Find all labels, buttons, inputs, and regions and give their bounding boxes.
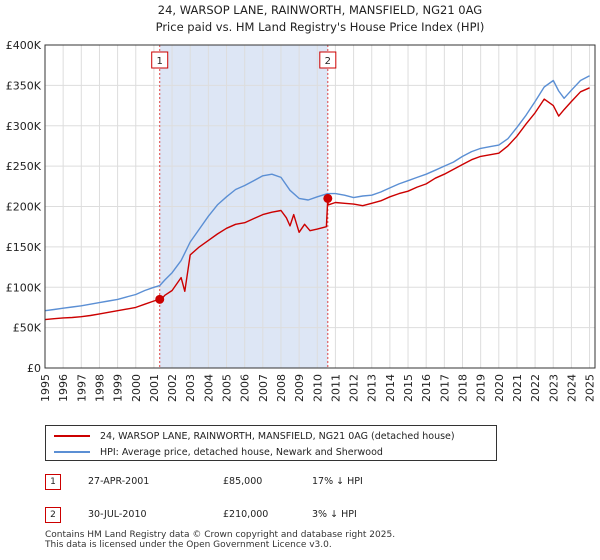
x-tick-label: 2008 <box>275 374 288 402</box>
sale-marker-number: 1 <box>157 56 163 67</box>
legend-entry-property: 24, WARSOP LANE, RAINWORTH, MANSFIELD, N… <box>54 428 455 444</box>
x-tick-label: 2006 <box>239 374 252 402</box>
x-tick-label: 2023 <box>547 374 560 402</box>
chart-legend: 24, WARSOP LANE, RAINWORTH, MANSFIELD, N… <box>45 425 497 461</box>
chart-subtitle: Price paid vs. HM Land Registry's House … <box>156 20 485 34</box>
price-chart: 24, WARSOP LANE, RAINWORTH, MANSFIELD, N… <box>6 3 597 402</box>
x-tick-label: 2014 <box>384 374 397 402</box>
legend-line-property <box>54 435 90 437</box>
x-tick-label: 2016 <box>420 374 433 402</box>
x-tick-label: 2011 <box>329 374 342 402</box>
x-tick-label: 1996 <box>57 374 70 402</box>
price-paid-line <box>44 87 590 321</box>
sale-row: 1 27-APR-2001 £85,000 17% ↓ HPI <box>45 474 465 492</box>
sale-row: 2 30-JUL-2010 £210,000 3% ↓ HPI <box>45 507 465 525</box>
sale-marker-box <box>319 51 337 69</box>
sale-price: £85,000 <box>223 476 263 487</box>
x-tick-label: 2025 <box>584 374 597 402</box>
legend-line-hpi <box>54 451 90 453</box>
sale-marker-label: 1 <box>151 51 169 69</box>
x-tick-label: 2019 <box>475 374 488 402</box>
y-tick-label: £350K <box>6 79 42 92</box>
sale-marker-badge: 1 <box>45 474 61 490</box>
x-tick-label: 2017 <box>438 374 451 402</box>
legend-label-property: 24, WARSOP LANE, RAINWORTH, MANSFIELD, N… <box>100 430 455 442</box>
footer-line-copyright: Contains HM Land Registry data © Crown c… <box>45 530 396 540</box>
y-tick-label: £250K <box>6 160 42 173</box>
legend-label-hpi: HPI: Average price, detached house, Newa… <box>100 446 383 458</box>
sale-date: 30-JUL-2010 <box>88 509 147 520</box>
y-tick-label: £50K <box>13 322 42 335</box>
sale-marker-box <box>151 51 169 69</box>
x-tick-label: 2013 <box>366 374 379 402</box>
sale-marker-label: 2 <box>319 51 337 69</box>
x-tick-label: 2004 <box>202 374 215 402</box>
plot-frame <box>44 44 596 369</box>
x-tick-label: 2009 <box>293 374 306 402</box>
x-tick-label: 2010 <box>311 374 324 402</box>
sale-point <box>155 294 165 304</box>
x-tick-label: 2002 <box>166 374 179 402</box>
x-tick-label: 1995 <box>39 374 52 402</box>
footer-line-licence: This data is licensed under the Open Gov… <box>45 540 332 550</box>
chart-title: 24, WARSOP LANE, RAINWORTH, MANSFIELD, N… <box>158 3 482 17</box>
x-tick-label: 2005 <box>221 374 234 402</box>
x-tick-label: 1998 <box>93 374 106 402</box>
x-tick-label: 2001 <box>148 374 161 402</box>
sale-marker-badge: 2 <box>45 507 61 523</box>
sale-hpi-diff: 17% ↓ HPI <box>312 476 363 487</box>
x-tick-label: 2018 <box>456 374 469 402</box>
footer-attribution: Contains HM Land Registry data © Crown c… <box>45 530 395 550</box>
y-tick-label: £400K <box>6 39 42 52</box>
x-tick-label: 1999 <box>112 374 125 402</box>
x-tick-label: 2015 <box>402 374 415 402</box>
x-tick-label: 2020 <box>493 374 506 402</box>
sale-marker-number: 2 <box>325 56 331 67</box>
y-tick-label: £300K <box>6 120 42 133</box>
sale-point <box>323 193 333 203</box>
x-tick-label: 2007 <box>257 374 270 402</box>
sale-hpi-diff: 3% ↓ HPI <box>312 509 357 520</box>
sale-date: 27-APR-2001 <box>88 476 150 487</box>
x-tick-label: 2021 <box>511 374 524 402</box>
sale-price: £210,000 <box>223 509 269 520</box>
y-tick-label: £0 <box>27 362 41 375</box>
hpi-line <box>44 75 590 312</box>
x-tick-label: 2024 <box>565 374 578 402</box>
x-tick-label: 2012 <box>348 374 361 402</box>
x-tick-label: 1997 <box>75 374 88 402</box>
legend-entry-hpi: HPI: Average price, detached house, Newa… <box>54 444 383 460</box>
x-tick-label: 2022 <box>529 374 542 402</box>
y-tick-label: £200K <box>6 201 42 214</box>
x-tick-label: 2003 <box>184 374 197 402</box>
y-tick-label: £150K <box>6 241 42 254</box>
y-tick-label: £100K <box>6 281 42 294</box>
x-tick-label: 2000 <box>130 374 143 402</box>
